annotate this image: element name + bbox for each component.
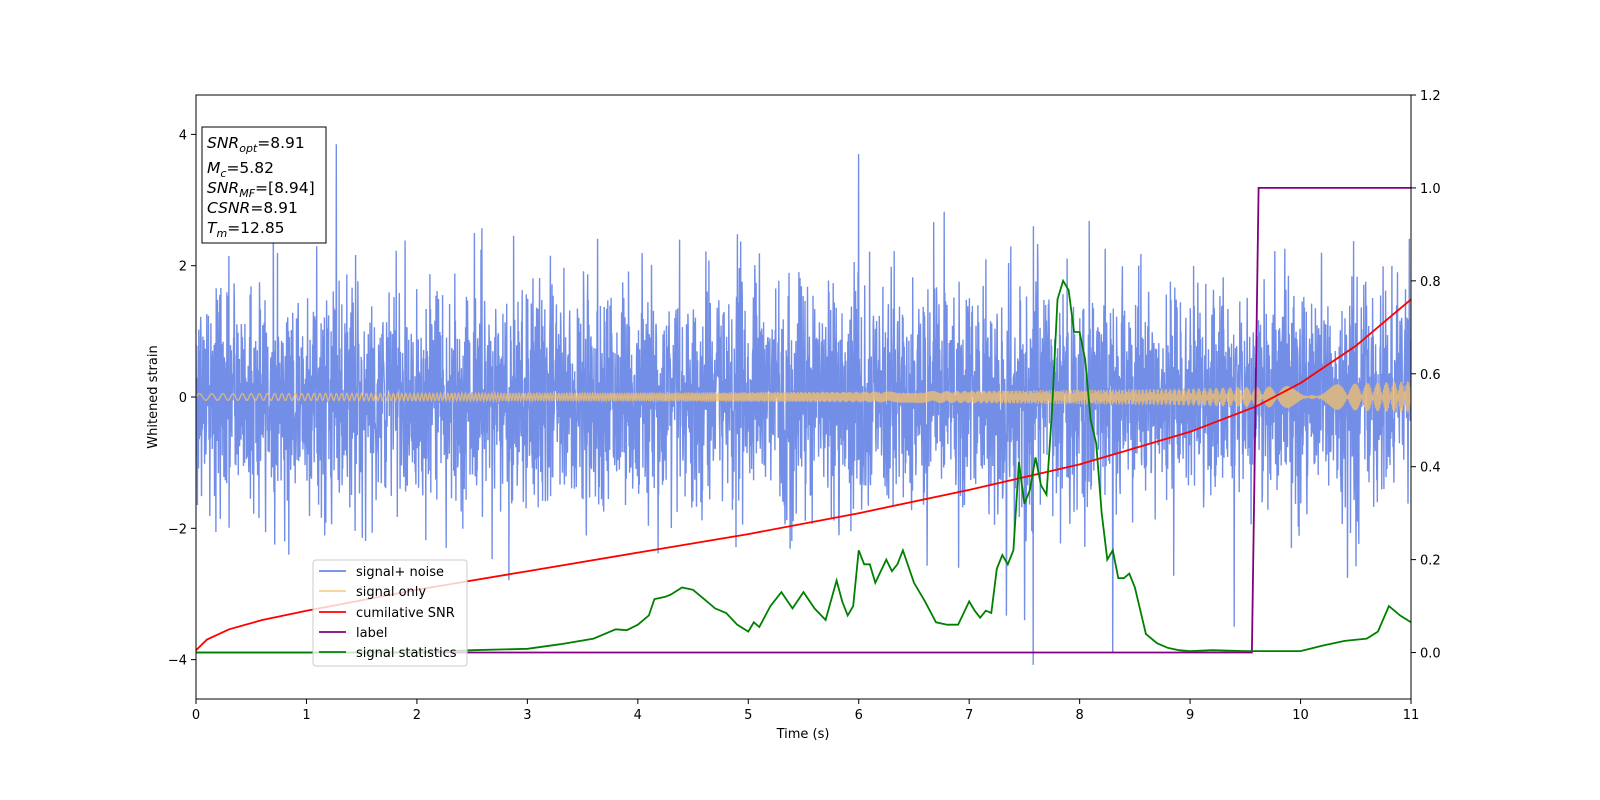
series-layer: [196, 144, 1411, 665]
y-right-tick-label: 0.6: [1420, 368, 1441, 383]
legend-frame: [312, 559, 468, 667]
x-tick-label: 4: [634, 708, 642, 723]
legend-label: signal+ noise: [356, 565, 444, 580]
y-right-tick-label: 0.8: [1420, 275, 1441, 290]
annotation-frame: [201, 126, 327, 244]
annotation-line: SNRopt=8.91: [207, 134, 305, 155]
y-right-tick-label: 0.2: [1420, 554, 1441, 569]
x-tick-label: 3: [523, 708, 531, 723]
x-tick-label: 1: [302, 708, 310, 723]
y-left-tick-label: 2: [179, 260, 187, 275]
annotation-line: CSNR=8.91: [207, 199, 298, 217]
legend: signal+ noise signal only cumilative SNR la…: [312, 559, 468, 667]
legend-label: signal only: [356, 585, 426, 600]
x-tick-label: 8: [1075, 708, 1083, 723]
y-right-tick-label: 0.0: [1420, 647, 1441, 662]
series-signal-only: [196, 381, 1411, 413]
x-tick-label: 0: [192, 708, 200, 723]
axes-layer: 0 1 2 3 4 5 6 7 8 9 10 11 −4 −2 0 2 4 0.0 0.2 0.4 0.6 0.8 1.0 1…: [168, 89, 1441, 723]
x-tick-label: 9: [1186, 708, 1194, 723]
y-right-tick-label: 1.2: [1420, 89, 1441, 104]
x-axis-label: Time (s): [776, 727, 830, 742]
legend-label: label: [356, 626, 387, 641]
y-right-tick-label: 1.0: [1420, 182, 1441, 197]
x-tick-label: 7: [965, 708, 973, 723]
y-left-tick-label: −2: [168, 522, 187, 537]
series-cumilative-snr: [196, 298, 1411, 651]
x-tick-label: 2: [413, 708, 421, 723]
annotation-line: Mc=5.82: [207, 159, 274, 180]
y-axis-label: Whitened strain: [146, 345, 161, 448]
annotation-line: SNRMF=[8.94]: [207, 179, 315, 200]
legend-label: cumilative SNR: [356, 606, 455, 621]
x-tick-label: 11: [1403, 708, 1420, 723]
y-right-tick-label: 0.4: [1420, 461, 1441, 476]
series-signal-noise: [196, 144, 1411, 665]
x-tick-label: 5: [744, 708, 752, 723]
annotation-line: Tm=12.85: [207, 219, 285, 240]
y-left-tick-label: 0: [179, 391, 187, 406]
y-left-tick-label: 4: [179, 128, 187, 143]
series-label: [196, 187, 1411, 654]
x-tick-label: 6: [855, 708, 863, 723]
legend-label: signal statistics: [356, 646, 457, 661]
series-signal-statistics: [196, 278, 1411, 654]
y-left-tick-label: −4: [168, 654, 187, 669]
x-tick-label: 10: [1292, 708, 1309, 723]
